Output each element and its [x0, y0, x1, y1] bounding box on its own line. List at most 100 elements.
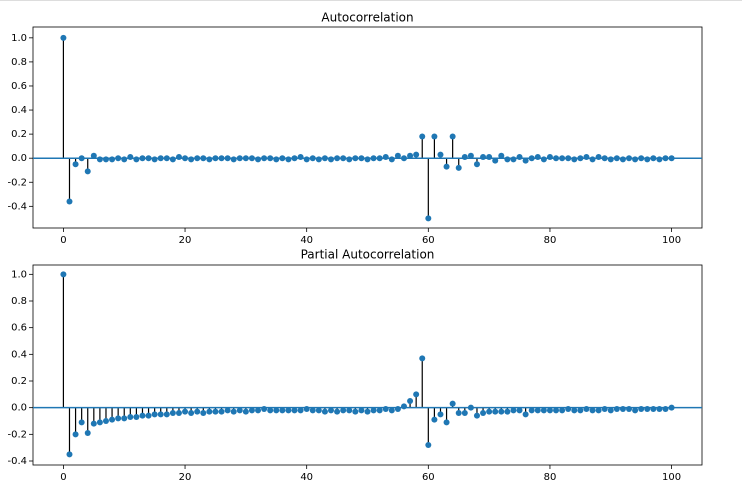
y-tick-label: -0.2	[7, 429, 27, 440]
stem-marker	[425, 215, 432, 222]
stem-marker	[90, 420, 97, 427]
stem-marker	[413, 151, 420, 158]
y-tick-label: 0.8	[11, 296, 27, 307]
stem-marker	[364, 408, 371, 415]
stem-marker	[656, 156, 663, 163]
stem-marker	[102, 156, 109, 163]
stem-marker	[571, 156, 578, 163]
stem-marker	[261, 406, 268, 412]
chart-title: Partial Autocorrelation	[301, 248, 435, 262]
stem-marker	[242, 408, 249, 415]
stem-marker	[109, 156, 116, 163]
stem-marker	[212, 408, 219, 415]
stem-marker	[145, 412, 152, 419]
stem-marker	[291, 407, 298, 414]
stem-marker	[309, 407, 316, 414]
stem-marker	[328, 407, 335, 414]
stem-marker	[376, 407, 383, 414]
stem-marker	[78, 419, 85, 426]
stem-marker	[182, 408, 189, 415]
stem-marker	[84, 168, 91, 175]
y-tick-label: 0.4	[11, 105, 27, 116]
stem-marker	[127, 414, 134, 420]
stem-marker	[607, 156, 614, 163]
stem-marker	[175, 410, 182, 416]
stem-marker	[480, 410, 487, 416]
stem-marker	[303, 156, 310, 163]
stem-marker	[595, 407, 602, 414]
stem-marker	[60, 271, 67, 278]
stem-marker	[565, 406, 572, 412]
stem-marker	[297, 407, 304, 414]
stem-marker	[644, 156, 651, 163]
stem-marker	[315, 407, 322, 414]
stem-marker	[285, 407, 292, 414]
x-tick-label: 0	[60, 235, 66, 246]
stem-marker	[60, 34, 67, 41]
stem-marker	[516, 407, 523, 414]
stem-marker	[540, 407, 547, 414]
stem-marker	[650, 406, 657, 412]
stem-marker	[90, 152, 97, 159]
stem-marker	[400, 403, 407, 410]
stem-marker	[461, 410, 468, 416]
stem-marker	[619, 406, 626, 412]
stem-marker	[492, 157, 499, 164]
y-tick-label: 0.0	[11, 403, 27, 414]
stem-marker	[443, 419, 450, 426]
stem-marker	[455, 164, 462, 171]
stem-marker	[346, 156, 353, 163]
stem-marker	[449, 133, 456, 140]
stem-marker	[163, 411, 170, 418]
y-tick-label: 0.2	[11, 129, 27, 140]
stem-marker	[540, 156, 547, 163]
stem-marker	[303, 406, 310, 412]
plot-frame	[32, 26, 703, 229]
stem-marker	[224, 407, 231, 414]
stem-marker	[473, 412, 480, 419]
y-tick-label: 1.0	[11, 33, 27, 44]
stem-marker	[534, 407, 541, 414]
x-tick-label: 100	[662, 235, 681, 246]
stem-marker	[200, 410, 207, 416]
stem-marker	[613, 406, 620, 412]
x-tick-label: 40	[300, 472, 313, 483]
stem-marker	[194, 408, 201, 415]
stem-marker	[370, 407, 377, 414]
stem-marker	[656, 406, 663, 412]
stem-marker	[84, 430, 91, 436]
stem-marker	[218, 408, 225, 415]
x-tick-label: 80	[544, 235, 557, 246]
stem-marker	[419, 355, 426, 362]
x-tick-label: 0	[60, 472, 66, 483]
stem-marker	[151, 411, 158, 418]
stem-marker	[188, 410, 195, 416]
stem-marker	[577, 407, 584, 414]
stem-marker	[382, 153, 389, 160]
stem-marker	[413, 391, 420, 398]
stem-marker	[206, 408, 213, 415]
stem-marker	[589, 156, 596, 163]
y-tick-label: 1.0	[11, 269, 27, 280]
stem-marker	[498, 152, 505, 159]
x-tick-label: 60	[422, 235, 435, 246]
y-tick-label: -0.4	[7, 456, 27, 467]
stem-marker	[486, 408, 493, 415]
stem-marker	[206, 156, 213, 163]
stem-marker	[346, 407, 353, 414]
stem-marker	[504, 156, 511, 163]
stem-marker	[528, 407, 535, 414]
stem-marker	[285, 156, 292, 163]
stem-marker	[522, 157, 529, 164]
stem-marker	[230, 408, 237, 415]
stem-marker	[127, 153, 134, 160]
stem-marker	[133, 156, 140, 163]
stem-marker	[321, 408, 328, 415]
stem-marker	[419, 133, 426, 140]
stem-marker	[461, 153, 468, 160]
stem-marker	[96, 156, 103, 163]
stem-marker	[151, 156, 158, 163]
stem-marker	[388, 407, 395, 414]
stem-marker	[109, 416, 116, 423]
x-tick-label: 20	[179, 235, 192, 246]
